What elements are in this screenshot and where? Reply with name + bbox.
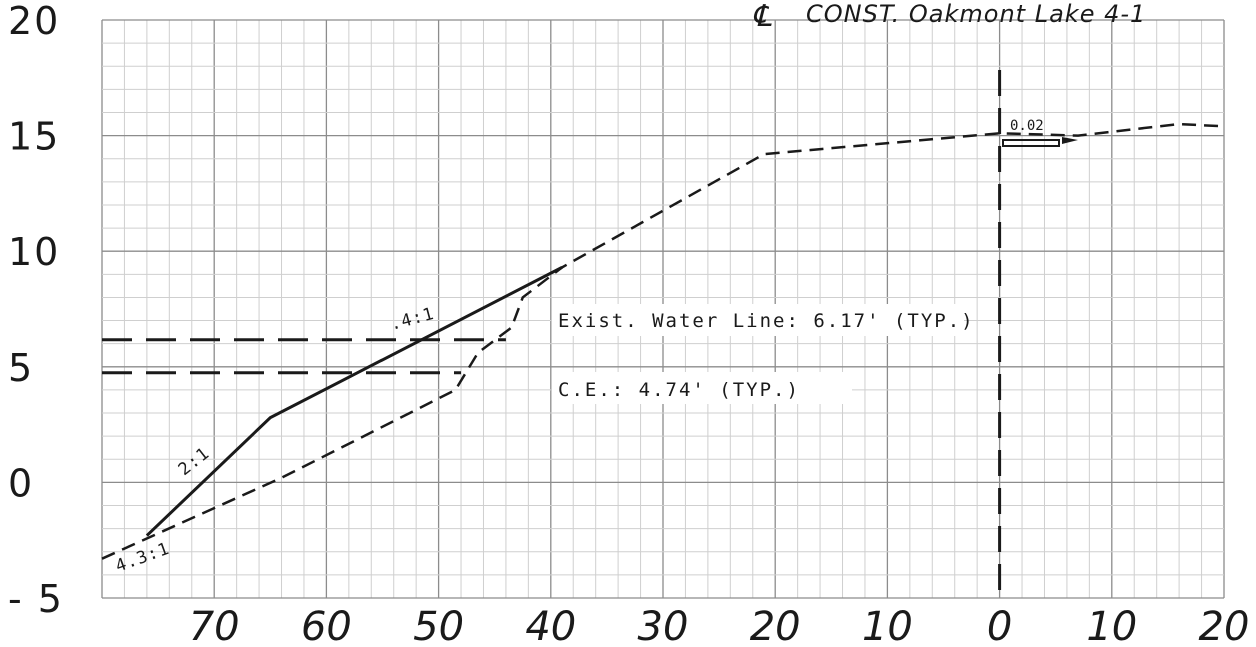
- y-axis-labels: 20 15 10 5 0 - 5: [8, 0, 64, 621]
- proposed-grade-profile: [145, 266, 563, 537]
- level-lines: [102, 338, 506, 375]
- profiles: [101, 122, 1225, 560]
- x-axis-labels: 70 60 50 40 30 20 10 0 10 20: [189, 604, 1250, 647]
- x-tick-label: 10: [862, 604, 913, 647]
- cross-slope-indicator: 0.02: [1002, 118, 1078, 147]
- x-tick-label: 20: [1199, 604, 1250, 647]
- x-tick-label: 50: [413, 604, 464, 647]
- centerline-symbol: ℄: [752, 0, 772, 34]
- x-tick-label: 30: [638, 604, 689, 647]
- drawing-title: CONST. Oakmont Lake 4-1: [806, 0, 1146, 28]
- y-tick-label: 5: [8, 346, 34, 390]
- existing-ground-profile: [101, 122, 1225, 560]
- water-line-note: Exist. Water Line: 6.17' (TYP.): [552, 304, 975, 336]
- x-tick-label: 40: [525, 604, 576, 647]
- slope-label-4-3-1: 4.3:1: [113, 539, 173, 577]
- y-tick-label: 10: [8, 230, 60, 274]
- y-tick-label: 20: [8, 0, 60, 43]
- grid: [101, 19, 1225, 599]
- x-tick-label: 0: [987, 604, 1012, 647]
- svg-text:0.02: 0.02: [1010, 118, 1044, 134]
- y-tick-label: 15: [8, 115, 60, 159]
- x-tick-label: 20: [750, 604, 801, 647]
- x-tick-label: 70: [189, 604, 240, 647]
- slope-label-2-1: 2:1: [175, 443, 214, 480]
- y-tick-label: - 5: [8, 577, 64, 621]
- y-tick-label: 0: [8, 461, 34, 505]
- ce-note: C.E.: 4.74' (TYP.): [552, 372, 852, 404]
- svg-text:C.E.: 4.74' (TYP.): C.E.: 4.74' (TYP.): [558, 379, 800, 401]
- x-tick-label: 10: [1086, 604, 1137, 647]
- x-tick-label: 60: [301, 604, 352, 647]
- svg-text:Exist. Water Line: 6.17' (TYP.: Exist. Water Line: 6.17' (TYP.): [558, 310, 975, 332]
- slope-label-4-1: .4:1: [388, 304, 437, 335]
